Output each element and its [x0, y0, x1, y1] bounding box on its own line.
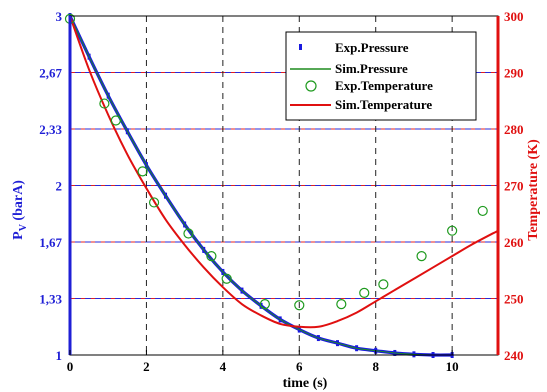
tick-labels: 0 2 4 6 8 10 1 1,33 1,67 2 2,33 2,67 3 240 250 260 270 28… — [39, 9, 523, 374]
y-right-tick-label: 290 — [504, 66, 524, 81]
y-right-tick-label: 280 — [504, 122, 524, 137]
exp-temperature-point — [447, 225, 458, 236]
legend-label-exp-pressure: Exp.Pressure — [335, 40, 409, 55]
x-tick-label: 6 — [296, 359, 303, 374]
exp-temperature-point — [336, 299, 347, 310]
y-left-tick-label: 1 — [56, 348, 63, 363]
y-right-tick-label: 250 — [504, 292, 524, 307]
series-sim-temperature-line — [69, 15, 499, 329]
legend-marker-exp-temperature — [305, 80, 317, 92]
exp-temperature-point — [259, 299, 270, 310]
x-axis-title: time (s) — [283, 376, 328, 391]
exp-temperature-point — [477, 205, 488, 217]
legend: Exp.Pressure Sim.Pressure Exp.Temperatur… — [285, 31, 477, 121]
y-left-tick-label: 2,67 — [39, 65, 62, 80]
y-left-tick-label: 1,33 — [39, 292, 62, 307]
exp-temperature-point — [294, 300, 305, 311]
y-left-tick-label: 2 — [56, 179, 63, 194]
y-right-tick-label: 240 — [504, 348, 524, 363]
exp-temperature-point — [110, 115, 121, 126]
y-right-tick-label: 260 — [504, 235, 524, 250]
exp-temperature-point — [148, 197, 160, 208]
exp-temperature-point — [378, 279, 389, 290]
x-tick-label: 10 — [446, 359, 459, 374]
legend-marker-exp-pressure — [299, 44, 302, 50]
exp-temperature-point — [359, 287, 370, 298]
exp-temperature-point — [206, 251, 217, 262]
right-axis-title: Temperature (K) — [526, 139, 541, 241]
exp-temperature-point — [416, 251, 427, 262]
x-tick-label: 8 — [372, 359, 379, 374]
y-left-tick-label: 2,33 — [39, 122, 62, 137]
exp-temperature-point — [99, 98, 110, 109]
exp-temperature-point — [137, 166, 148, 177]
legend-label-sim-temperature: Sim.Temperature — [335, 97, 432, 112]
y-right-tick-label: 300 — [504, 9, 524, 24]
left-axis-title-main: P — [11, 231, 26, 240]
x-tick-label: 0 — [67, 359, 74, 374]
left-axis-title-unit: (barA) — [11, 180, 26, 224]
legend-label-sim-pressure: Sim.Pressure — [335, 61, 408, 76]
y-left-tick-label: 3 — [56, 9, 63, 24]
left-axis-title-subscript: V — [18, 223, 29, 231]
x-tick-label: 4 — [220, 359, 227, 374]
exp-temperature-point — [183, 228, 194, 239]
left-axis-title: PV (barA) — [11, 180, 29, 240]
x-tick-label: 2 — [143, 359, 150, 374]
exp-temperature-point — [221, 273, 232, 284]
y-right-tick-label: 270 — [504, 179, 524, 194]
legend-label-exp-temperature: Exp.Temperature — [335, 78, 433, 93]
y-left-tick-label: 1,67 — [39, 235, 62, 250]
